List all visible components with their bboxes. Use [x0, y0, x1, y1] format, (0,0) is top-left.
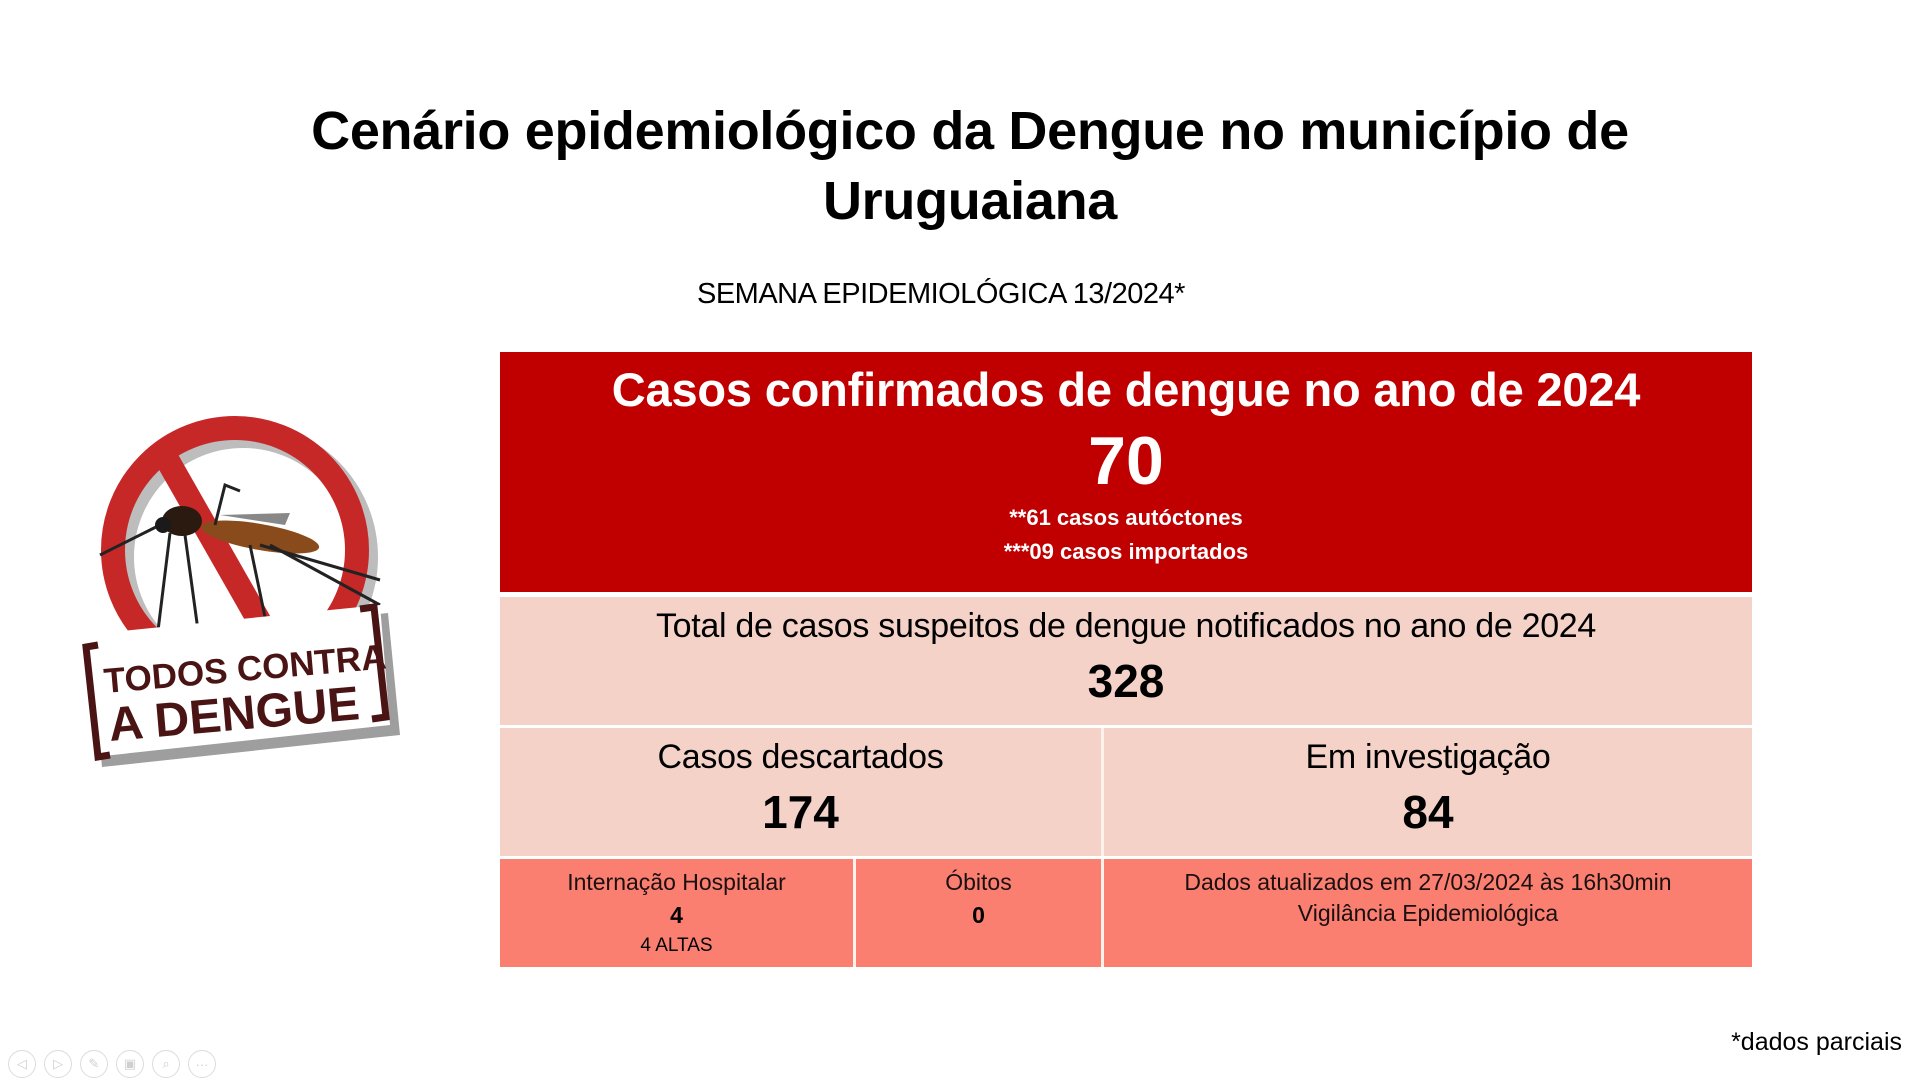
- suspected-cases-label: Total de casos suspeitos de dengue notif…: [655, 607, 1597, 645]
- slideshow-toolbar: ◁ ▷ ✎ ▣ ⌕ ···: [8, 1050, 216, 1078]
- hospitalization-cell: Internação Hospitalar 4 4 ALTAS: [500, 859, 856, 967]
- see-all-slides-button[interactable]: ▣: [116, 1050, 144, 1078]
- epi-week-subtitle: SEMANA EPIDEMIOLÓGICA 13/2024*: [697, 278, 1185, 310]
- no-mosquito-icon: TODOS CONTRA A DENGUE: [82, 416, 400, 767]
- deaths-label: Óbitos: [945, 869, 1012, 895]
- confirmed-cases-row: Casos confirmados de dengue no ano de 20…: [500, 352, 1752, 592]
- discarded-cases-label: Casos descartados: [657, 738, 944, 776]
- hospitalization-value: 4: [670, 902, 683, 928]
- update-source: Vigilância Epidemiológica: [1297, 900, 1559, 926]
- investigating-cases-value: 84: [1402, 786, 1454, 838]
- previous-slide-button[interactable]: ◁: [8, 1050, 36, 1078]
- suspected-cases-value: 328: [1087, 655, 1165, 707]
- deaths-cell: Óbitos 0: [856, 859, 1104, 967]
- next-slide-button[interactable]: ▷: [44, 1050, 72, 1078]
- discarded-cases-cell: Casos descartados 174: [500, 728, 1104, 856]
- investigating-cases-label: Em investigação: [1305, 738, 1551, 776]
- slide-title-line1: Cenário epidemiológico da Dengue no muni…: [311, 101, 1629, 161]
- deaths-value: 0: [972, 902, 985, 928]
- chevron-left-icon: ◁: [17, 1056, 27, 1071]
- pen-icon: ✎: [88, 1056, 100, 1071]
- slides-icon: ▣: [123, 1056, 137, 1071]
- suspected-cases-row: Total de casos suspeitos de dengue notif…: [500, 597, 1752, 725]
- investigating-cases-cell: Em investigação 84: [1104, 728, 1752, 856]
- hospitalization-label: Internação Hospitalar: [567, 869, 786, 895]
- slide-title-line2: Uruguaiana: [822, 171, 1118, 231]
- update-timestamp: Dados atualizados em 27/03/2024 às 16h30…: [1184, 869, 1672, 895]
- slide-title: Cenário epidemiológico da Dengue no muni…: [0, 96, 1920, 236]
- status-row: Casos descartados 174 Em investigação 84: [500, 728, 1752, 856]
- ellipsis-icon: ···: [195, 1056, 209, 1072]
- discarded-cases-value: 174: [762, 786, 839, 838]
- hospitalization-discharges: 4 ALTAS: [640, 935, 713, 956]
- zoom-button[interactable]: ⌕: [152, 1050, 180, 1078]
- magnifier-icon: ⌕: [162, 1056, 170, 1071]
- pen-tool-button[interactable]: ✎: [80, 1050, 108, 1078]
- confirmed-cases-label: Casos confirmados de dengue no ano de 20…: [611, 363, 1641, 416]
- update-info-cell: Dados atualizados em 27/03/2024 às 16h30…: [1104, 859, 1752, 967]
- imported-cases-note: ***09 casos importados: [1003, 539, 1249, 564]
- confirmed-cases-value: 70: [1088, 423, 1164, 499]
- autochthonous-cases-note: **61 casos autóctones: [1009, 505, 1243, 530]
- todos-contra-a-dengue-logo: TODOS CONTRA A DENGUE: [60, 395, 430, 805]
- details-row: Internação Hospitalar 4 4 ALTAS Óbitos 0…: [500, 859, 1752, 967]
- more-options-button[interactable]: ···: [188, 1050, 216, 1078]
- dengue-stats-table: Casos confirmados de dengue no ano de 20…: [500, 352, 1752, 967]
- partial-data-footnote: *dados parciais: [1731, 1028, 1902, 1056]
- chevron-right-icon: ▷: [53, 1056, 63, 1071]
